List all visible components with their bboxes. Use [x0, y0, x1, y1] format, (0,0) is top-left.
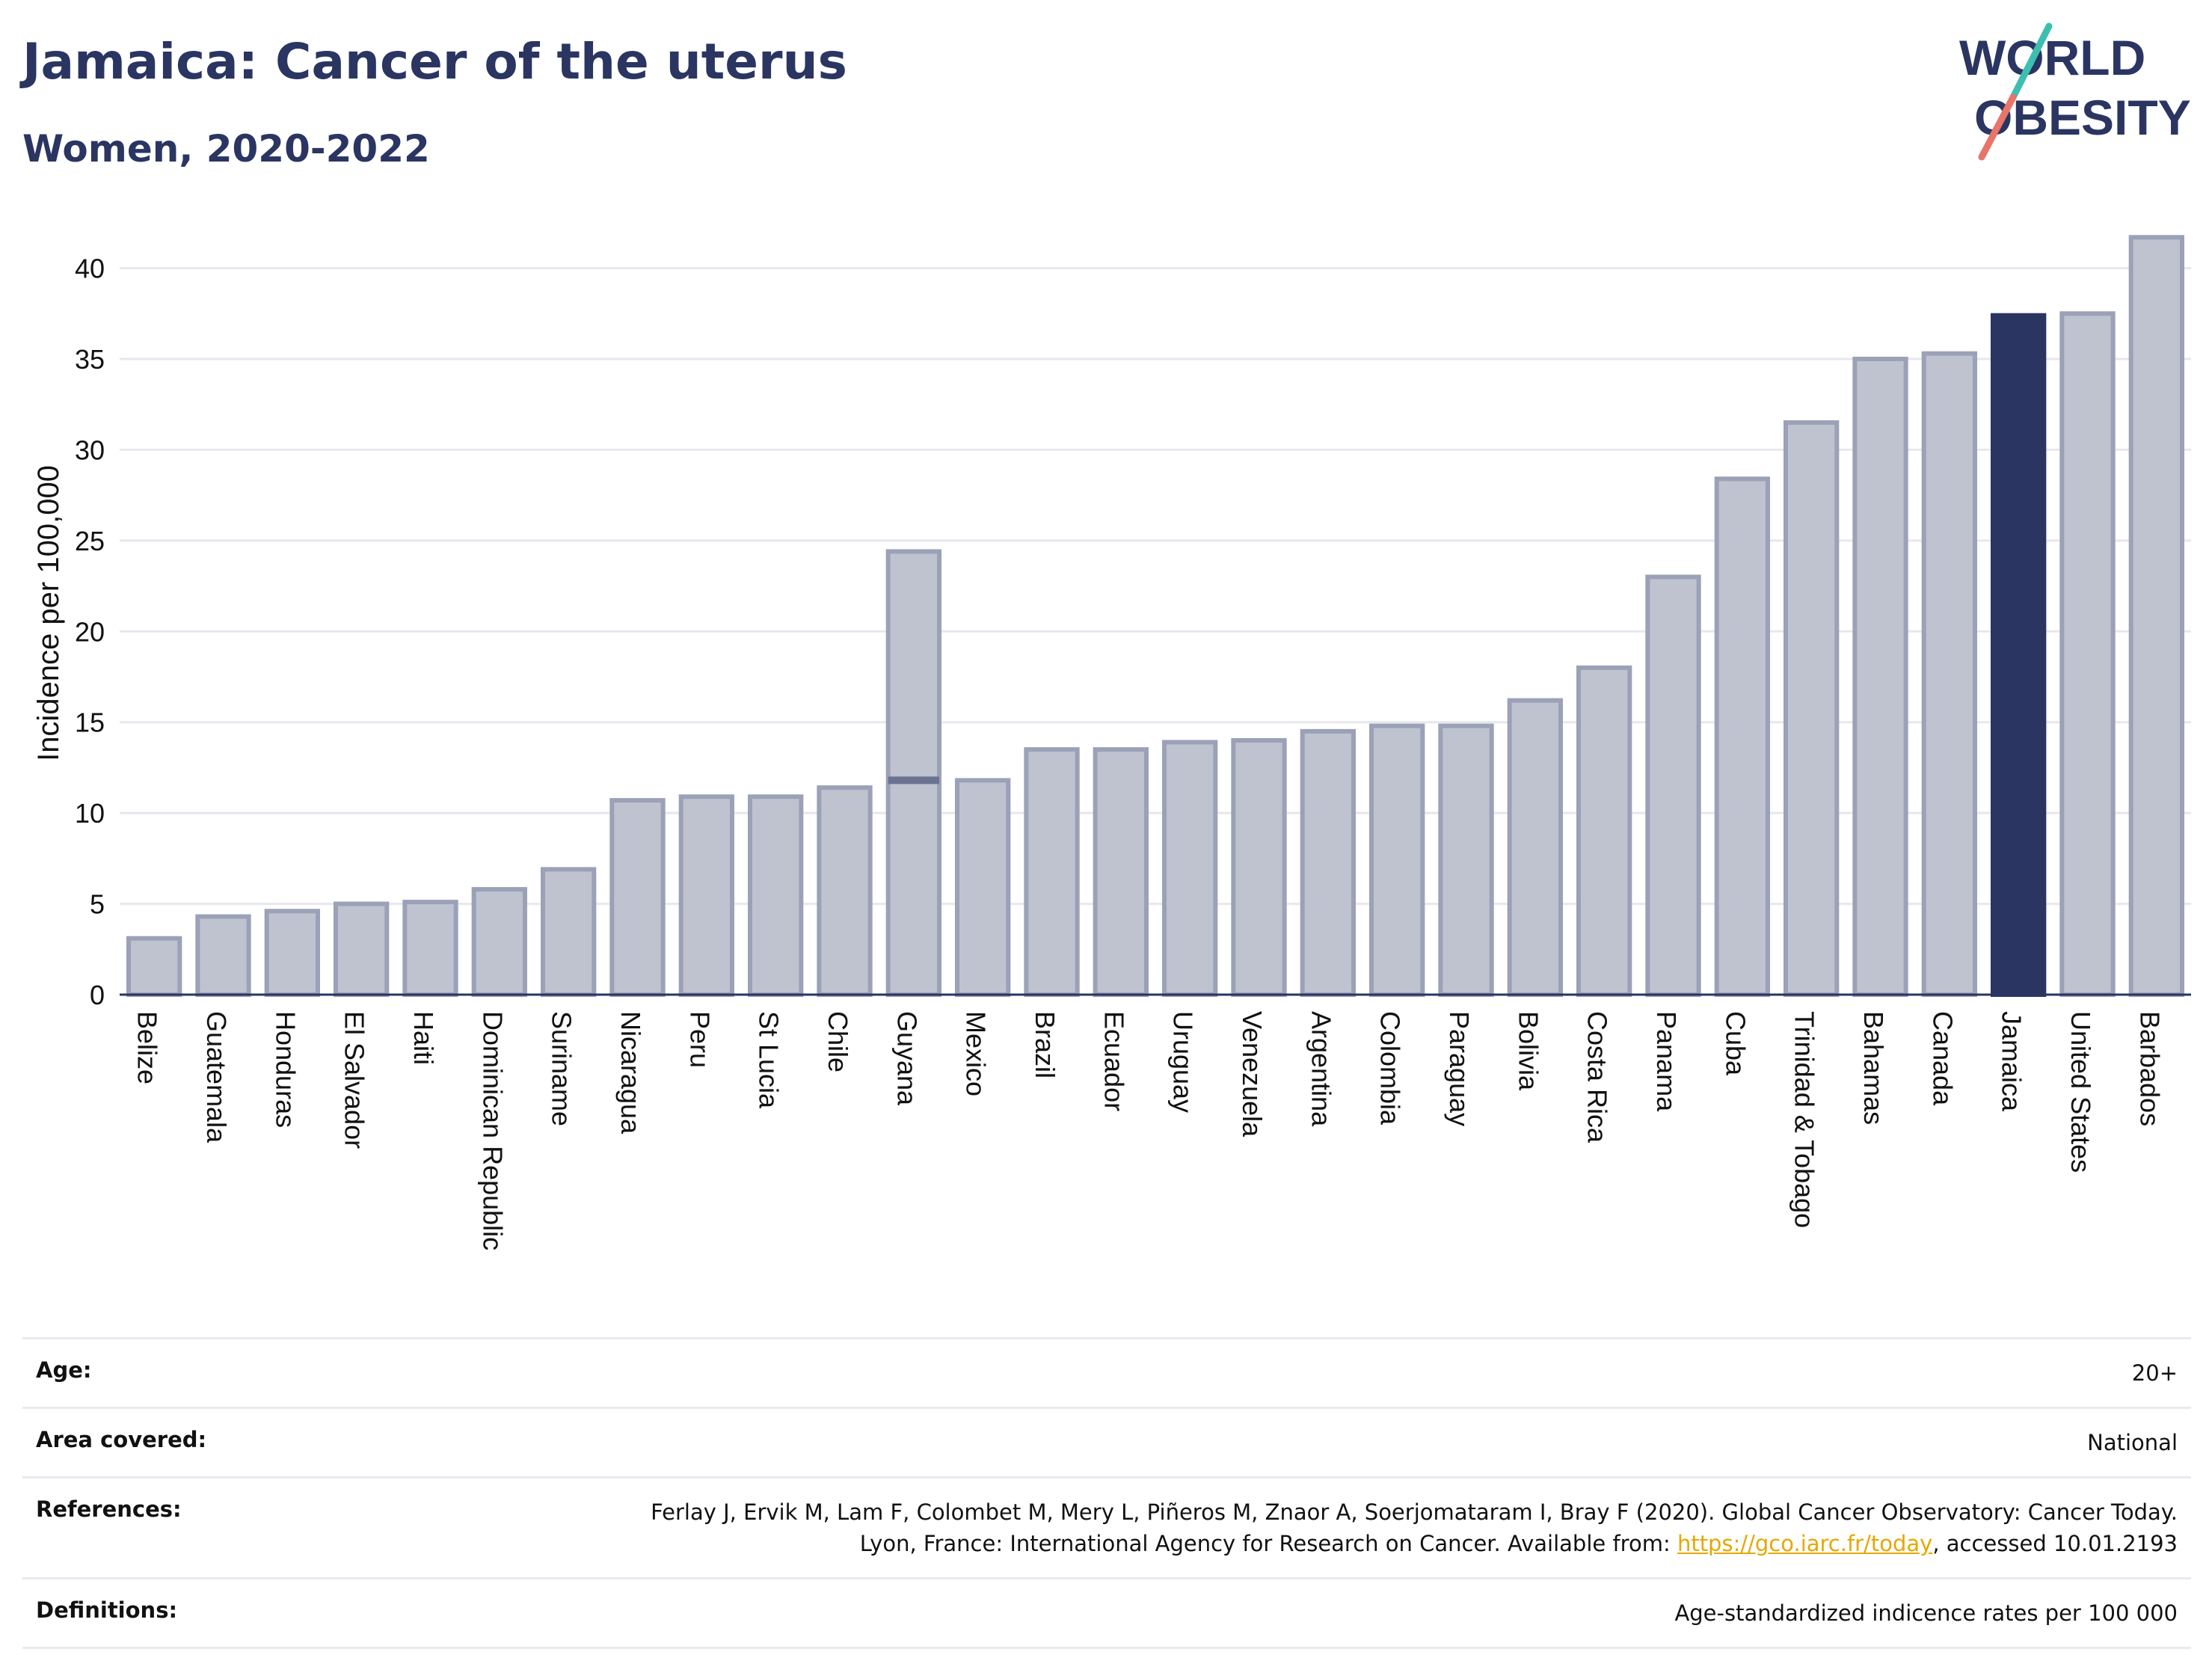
y-tick-label: 25 — [75, 526, 105, 556]
bar-argentina — [1300, 728, 1356, 997]
y-tick-label: 30 — [75, 435, 105, 465]
x-tick-label-bahamas: Bahamas — [1858, 1011, 1889, 1125]
chart-subtitle: Women, 2020-2022 — [22, 127, 430, 171]
bar-ecuador — [1093, 747, 1149, 998]
y-tick-label: 35 — [75, 344, 105, 375]
x-tick-label-el-salvador: El Salvador — [340, 1011, 370, 1149]
references-accessed: , accessed 10.01.2193 — [1932, 1531, 2178, 1557]
x-tick-label-dominican-republic: Dominican Republic — [477, 1011, 508, 1250]
age-value: 20+ — [2131, 1360, 2178, 1386]
x-tick-label-bolivia: Bolivia — [1513, 1011, 1543, 1091]
bar-mexico — [955, 778, 1011, 998]
references-label: References: — [36, 1496, 182, 1523]
y-tick-label: 20 — [75, 616, 105, 647]
x-tick-label-trinidad-tobago: Trinidad & Tobago — [1789, 1011, 1820, 1228]
bar-paraguay — [1438, 723, 1494, 997]
y-tick-label: 5 — [90, 889, 105, 920]
x-tick-label-united-states: United States — [2065, 1011, 2096, 1173]
logo-slash-coral — [1978, 93, 2017, 161]
references-value: Ferlay J, Ervik M, Lam F, Colombet M, Me… — [607, 1496, 2178, 1559]
x-tick-label-costa-rica: Costa Rica — [1582, 1011, 1613, 1143]
x-tick-label-honduras: Honduras — [270, 1011, 301, 1128]
x-axis-labels: Belize Guatemala Honduras El Salvador Haiti D… — [132, 1011, 2166, 1250]
info-row-area: Area covered: National — [22, 1407, 2191, 1476]
bar-jamaica — [1991, 313, 2047, 997]
bar-haiti — [402, 900, 458, 997]
bar-canada — [1921, 351, 1977, 997]
bar-dominican-republic — [471, 887, 527, 997]
bar-bahamas — [1852, 357, 1908, 997]
bar-trinidad-tobago — [1784, 420, 1840, 997]
y-axis-label: Incidence per 100,000 — [32, 465, 65, 761]
x-tick-label-brazil: Brazil — [1030, 1011, 1060, 1078]
info-row-age: Age: 20+ — [22, 1337, 2191, 1407]
x-tick-label-colombia: Colombia — [1375, 1011, 1406, 1126]
bar-chile — [817, 785, 873, 997]
bars — [126, 235, 2184, 998]
x-tick-label-chile: Chile — [823, 1011, 853, 1072]
age-label: Age: — [36, 1357, 92, 1383]
bar-guatemala — [195, 914, 251, 997]
bar-st-lucia — [748, 794, 804, 998]
x-tick-label-belize: Belize — [132, 1011, 163, 1084]
x-tick-label-venezuela: Venezuela — [1237, 1011, 1268, 1137]
bar-panama — [1645, 574, 1701, 997]
info-row-definitions: Definitions: Age-standardized indicence … — [22, 1577, 2191, 1650]
bar-united-states — [2059, 311, 2116, 997]
info-table: Age: 20+ Area covered: National Referenc… — [22, 1337, 2191, 1650]
x-tick-label-cuba: Cuba — [1720, 1011, 1751, 1076]
references-text: Ferlay J, Ervik M, Lam F, Colombet M, Me… — [651, 1499, 2178, 1557]
y-axis-ticks: 0 5 10 15 20 25 30 35 40 — [75, 254, 105, 1010]
x-tick-label-peru: Peru — [684, 1011, 715, 1068]
x-tick-label-jamaica: Jamaica — [1997, 1011, 2027, 1112]
area-value: National — [2087, 1430, 2178, 1456]
x-tick-label-argentina: Argentina — [1306, 1011, 1336, 1127]
y-tick-label: 15 — [75, 707, 105, 738]
x-tick-label-paraguay: Paraguay — [1444, 1011, 1475, 1126]
chart-title: Jamaica: Cancer of the uterus — [22, 33, 847, 90]
bar-suriname — [541, 867, 597, 998]
bar-uruguay — [1162, 740, 1218, 998]
y-tick-label: 0 — [90, 980, 105, 1010]
x-tick-label-mexico: Mexico — [961, 1011, 992, 1096]
x-tick-label-st-lucia: St Lucia — [754, 1011, 784, 1109]
x-tick-label-guatemala: Guatemala — [201, 1011, 232, 1143]
bar-peru — [678, 794, 734, 998]
bar-guyana — [885, 549, 941, 997]
x-tick-label-suriname: Suriname — [547, 1011, 577, 1126]
logo-slash-teal — [2009, 22, 2053, 101]
x-tick-label-panama: Panama — [1651, 1011, 1682, 1112]
bar-honduras — [264, 909, 320, 998]
x-tick-label-haiti: Haiti — [408, 1011, 439, 1065]
area-label: Area covered: — [36, 1427, 207, 1453]
bar-el-salvador — [334, 901, 390, 997]
x-tick-label-nicaragua: Nicaragua — [615, 1011, 646, 1134]
y-tick-label: 10 — [75, 798, 105, 829]
x-tick-label-canada: Canada — [1927, 1011, 1958, 1106]
x-tick-label-barbados: Barbados — [2134, 1011, 2165, 1126]
bar-bolivia — [1507, 698, 1563, 997]
logo-line-1: WORLD — [1959, 30, 2145, 85]
bar-barbados — [2128, 235, 2184, 997]
definitions-value: Age-standardized indicence rates per 100… — [1674, 1600, 2178, 1627]
definitions-label: Definitions: — [36, 1597, 178, 1624]
references-link[interactable]: https://gco.iarc.fr/today — [1677, 1531, 1933, 1557]
x-tick-label-uruguay: Uruguay — [1168, 1011, 1199, 1113]
y-tick-label: 40 — [75, 254, 105, 284]
bar-nicaragua — [609, 798, 666, 997]
bar-brazil — [1024, 747, 1080, 998]
bar-chart: 0 5 10 15 20 25 30 35 40 Incidence per 100,000 B… — [32, 235, 2191, 1250]
info-row-references: References: Ferlay J, Ervik M, Lam F, Co… — [22, 1476, 2191, 1577]
bar-belize — [126, 936, 182, 997]
x-tick-label-guyana: Guyana — [891, 1011, 922, 1106]
bar-costa-rica — [1576, 665, 1632, 997]
world-obesity-logo: WORLD OBESITY — [1959, 22, 2191, 161]
bar-colombia — [1369, 723, 1425, 997]
x-tick-label-ecuador: Ecuador — [1099, 1011, 1129, 1111]
bar-cuba — [1714, 476, 1770, 997]
bar-venezuela — [1231, 738, 1287, 997]
